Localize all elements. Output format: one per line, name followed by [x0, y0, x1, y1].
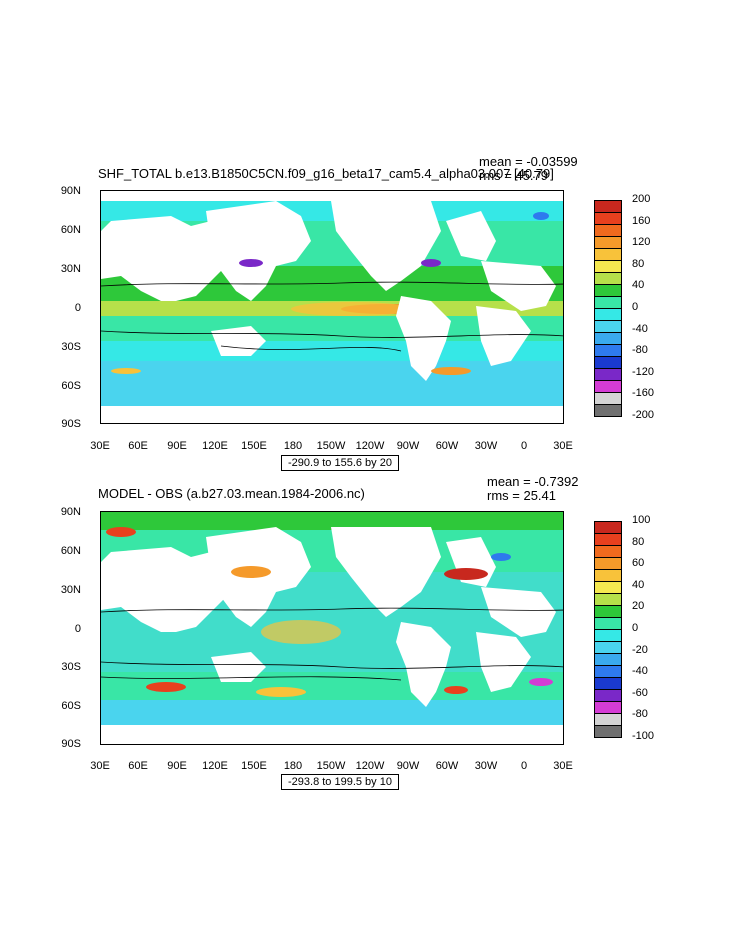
- lat-label: 60S: [61, 380, 81, 392]
- lat-label: 0: [74, 623, 81, 635]
- lon-label: 60E: [128, 760, 148, 772]
- contour-range-info: -293.8 to 199.5 by 10: [281, 774, 399, 790]
- lon-label: 90W: [396, 440, 420, 452]
- lon-label: 90E: [167, 760, 187, 772]
- lon-label: 180: [283, 760, 303, 772]
- colorbar-label: -40: [632, 322, 648, 335]
- colorbar-label: -80: [632, 344, 648, 357]
- map-field: [101, 191, 563, 423]
- colorbar-swatch: [594, 725, 622, 738]
- lat-label: 30S: [61, 661, 81, 673]
- colorbar-label: -60: [632, 686, 648, 699]
- lat-label: 90N: [60, 185, 81, 197]
- lat-label: 60N: [60, 545, 81, 557]
- lat-label: 60N: [60, 224, 81, 236]
- lon-label: 30E: [553, 440, 573, 452]
- lon-label: 60E: [128, 440, 148, 452]
- colorbar-label: 40: [632, 578, 645, 591]
- rms-stat: rms = 25.41: [487, 488, 557, 503]
- panel-title: MODEL - OBS (a.b27.03.mean.1984-2006.nc): [98, 486, 365, 501]
- lon-label: 30E: [553, 760, 573, 772]
- lat-label: 30S: [61, 341, 81, 353]
- colorbar-label: -100: [632, 730, 655, 742]
- map-panel-bottom: MODEL - OBS (a.b27.03.mean.1984-2006.nc)…: [0, 470, 733, 800]
- colorbar-label: -120: [632, 365, 655, 378]
- colorbar-label: 100: [632, 514, 651, 526]
- lon-label: 30E: [90, 440, 110, 452]
- panel-title: SHF_TOTAL b.e13.B1850C5CN.f09_g16_beta17…: [98, 166, 554, 181]
- colorbar-label: 40: [632, 279, 645, 292]
- lon-label: 60W: [435, 760, 459, 772]
- colorbar-label: -80: [632, 708, 648, 721]
- colorbar: [594, 200, 622, 417]
- lon-label: 30E: [90, 760, 110, 772]
- colorbar-label: -200: [632, 409, 655, 421]
- world-map: [100, 511, 564, 745]
- lon-label: 90E: [167, 440, 187, 452]
- lon-label: 150E: [241, 440, 267, 452]
- colorbar-label: 0: [632, 301, 639, 313]
- lon-label: 120W: [355, 760, 385, 772]
- lon-label: 0: [520, 760, 528, 772]
- lon-label: 0: [520, 440, 528, 452]
- colorbar-label: -20: [632, 643, 648, 656]
- lon-label: 150W: [316, 440, 346, 452]
- lat-label: 90S: [61, 418, 81, 430]
- colorbar: [594, 521, 622, 738]
- lat-label: 90N: [60, 506, 81, 518]
- lon-label: 30W: [474, 440, 498, 452]
- lat-label: 0: [74, 302, 81, 314]
- colorbar-label: 60: [632, 557, 645, 570]
- lat-label: 30N: [60, 263, 81, 275]
- lon-label: 150W: [316, 760, 346, 772]
- colorbar-label: 160: [632, 214, 651, 227]
- lon-label: 90W: [396, 760, 420, 772]
- lon-label: 30W: [474, 760, 498, 772]
- colorbar-label: 200: [632, 193, 651, 205]
- colorbar-label: 80: [632, 535, 645, 548]
- colorbar-label: 0: [632, 622, 639, 634]
- map-field: [101, 512, 563, 744]
- lat-label: 90S: [61, 738, 81, 750]
- lat-label: 30N: [60, 584, 81, 596]
- lon-label: 120E: [202, 760, 228, 772]
- contour-range-info: -290.9 to 155.6 by 20: [281, 455, 399, 471]
- world-map: [100, 190, 564, 424]
- colorbar-label: -160: [632, 387, 655, 400]
- map-panel-top: SHF_TOTAL b.e13.B1850C5CN.f09_g16_beta17…: [0, 150, 733, 480]
- colorbar-swatch: [594, 404, 622, 417]
- colorbar-label: -40: [632, 665, 648, 678]
- lon-label: 150E: [241, 760, 267, 772]
- colorbar-label: 20: [632, 600, 645, 613]
- lon-label: 60W: [435, 440, 459, 452]
- mean-stat: mean = -0.03599: [479, 154, 578, 169]
- mean-stat: mean = -0.7392: [487, 474, 579, 489]
- lon-label: 120E: [202, 440, 228, 452]
- colorbar-label: 120: [632, 236, 651, 249]
- lon-label: 180: [283, 440, 303, 452]
- rms-stat: rms = 45.79: [479, 168, 549, 183]
- lat-label: 60S: [61, 700, 81, 712]
- lon-label: 120W: [355, 440, 385, 452]
- colorbar-label: 80: [632, 257, 645, 270]
